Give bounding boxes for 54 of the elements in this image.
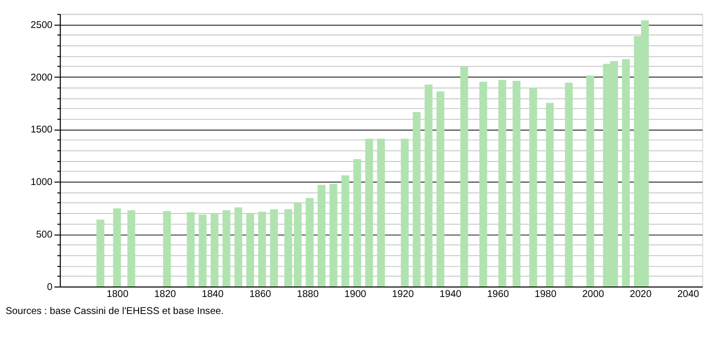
bar — [529, 88, 538, 287]
bar — [341, 175, 350, 287]
bar — [294, 203, 302, 287]
x-tick-label: 1940 — [440, 288, 462, 300]
bar — [460, 66, 468, 287]
bar — [353, 159, 362, 287]
y-tick-label: 2500 — [30, 20, 54, 31]
x-tick-label: 2040 — [677, 288, 700, 300]
x-tick-label: 2000 — [582, 288, 605, 300]
bar — [234, 207, 242, 287]
x-tick-label: 1900 — [344, 288, 367, 300]
bar — [246, 213, 254, 287]
bar — [113, 208, 121, 287]
bar — [546, 102, 554, 287]
bar — [412, 112, 421, 287]
bar — [186, 212, 195, 287]
x-tick-label: 2020 — [630, 288, 652, 300]
bar — [96, 220, 104, 287]
bar — [479, 82, 488, 287]
bar — [258, 212, 266, 287]
bar — [436, 92, 444, 287]
x-tick-label: 1920 — [392, 288, 414, 300]
y-tick-label: 1000 — [30, 177, 54, 188]
y-tick-label: 2000 — [30, 72, 54, 84]
x-tick-label: 1980 — [534, 288, 557, 300]
x-tick-label: 1880 — [296, 288, 320, 300]
bar — [377, 138, 385, 287]
bar — [622, 59, 630, 287]
bar — [270, 209, 278, 287]
bar — [284, 209, 292, 287]
bar — [424, 84, 432, 287]
y-tick-label: 1500 — [30, 124, 54, 136]
x-tick-label: 1840 — [202, 288, 224, 300]
source-note: Sources : base Cassini de l'EHESS et base Insee. — [6, 306, 224, 318]
bar — [586, 75, 594, 287]
bar — [365, 138, 374, 287]
bar — [498, 80, 506, 287]
bar — [400, 138, 409, 287]
bar — [198, 214, 207, 287]
x-tick-label: 1800 — [106, 288, 129, 300]
bar — [512, 80, 520, 287]
bar — [564, 82, 573, 287]
bar — [306, 198, 314, 287]
bar — [210, 213, 218, 287]
x-tick-label: 1820 — [154, 288, 177, 300]
bar — [330, 184, 338, 287]
x-tick-label: 1960 — [487, 288, 510, 300]
bar — [127, 210, 136, 287]
x-tick-label: 1860 — [249, 288, 272, 300]
y-tick-label: 500 — [36, 230, 54, 241]
y-tick-label: 0 — [47, 282, 54, 293]
bar — [163, 211, 171, 287]
bar — [222, 210, 230, 287]
bar — [318, 184, 326, 287]
